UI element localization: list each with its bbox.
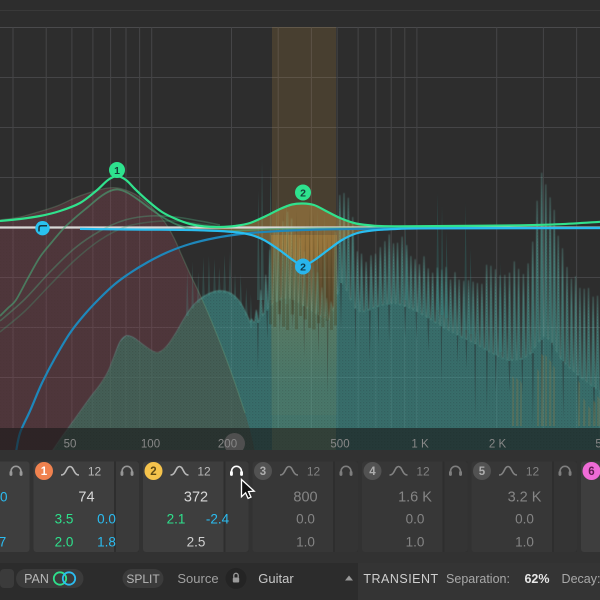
svg-text:7: 7 [0,535,6,550]
svg-text:0.0: 0.0 [406,512,425,527]
svg-text:2.5: 2.5 [187,535,206,550]
svg-text:12: 12 [307,465,321,479]
svg-text:12: 12 [197,465,211,479]
svg-text:1.6 K: 1.6 K [398,490,432,506]
svg-text:SPLIT: SPLIT [126,572,160,586]
svg-text:Decay:: Decay: [562,572,600,586]
svg-text:5 K: 5 K [595,439,600,451]
svg-text:50: 50 [64,439,77,451]
svg-text:2.0: 2.0 [55,535,74,550]
svg-text:1: 1 [114,165,120,177]
svg-text:12: 12 [416,465,430,479]
svg-text:Separation:: Separation: [446,572,510,586]
svg-text:800: 800 [293,490,317,506]
svg-text:3: 3 [260,466,266,478]
svg-text:1 K: 1 K [411,439,429,451]
svg-text:3.2 K: 3.2 K [508,490,542,506]
svg-text:12: 12 [88,465,102,479]
svg-text:1.0: 1.0 [515,535,534,550]
svg-text:1.0: 1.0 [296,535,315,550]
svg-text:6: 6 [588,466,594,478]
svg-text:0.0: 0.0 [296,512,315,527]
svg-text:12: 12 [526,465,540,479]
svg-text:100: 100 [141,439,160,451]
svg-text:74: 74 [78,490,94,506]
svg-text:2: 2 [150,466,156,478]
svg-text:5: 5 [479,466,486,478]
svg-text:0.0: 0.0 [97,512,116,527]
svg-text:Guitar: Guitar [258,571,294,586]
svg-text:3.5: 3.5 [55,512,74,527]
svg-text:2: 2 [300,188,306,200]
svg-text:2: 2 [300,262,306,274]
svg-text:2 K: 2 K [489,439,507,451]
svg-text:500: 500 [330,439,349,451]
svg-text:200: 200 [218,439,237,451]
svg-text:372: 372 [184,490,208,506]
svg-text:PAN: PAN [24,572,49,586]
svg-text:-2.4: -2.4 [206,512,230,527]
svg-text:1.8: 1.8 [97,535,116,550]
svg-text:4: 4 [369,466,376,478]
svg-text:1.0: 1.0 [406,535,425,550]
svg-text:40: 40 [0,490,8,505]
svg-text:0.0: 0.0 [515,512,534,527]
svg-text:TRANSIENT: TRANSIENT [363,572,438,586]
svg-text:2.1: 2.1 [167,512,186,527]
svg-text:Source: Source [177,571,218,586]
svg-text:1: 1 [41,466,48,478]
svg-text:62%: 62% [524,572,549,586]
